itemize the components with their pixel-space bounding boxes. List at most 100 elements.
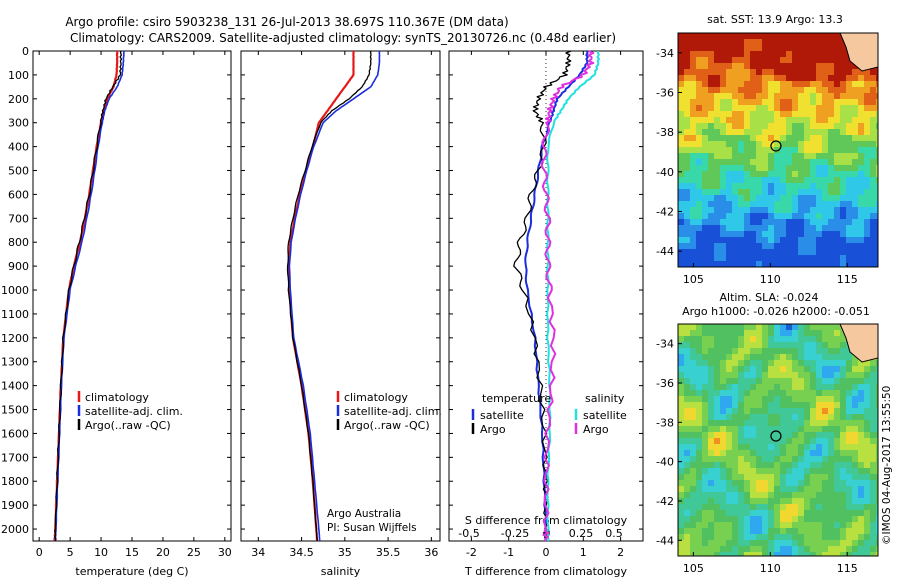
map-cell [774, 552, 780, 556]
map-cell [822, 480, 828, 486]
map-cell [864, 360, 870, 366]
map-cell [726, 129, 732, 135]
map-cell [870, 87, 876, 93]
map-cell [702, 45, 708, 51]
map-cell [702, 261, 708, 267]
map-cell [876, 87, 878, 93]
map-cell [738, 33, 744, 39]
map-cell [852, 87, 858, 93]
map-cell [822, 390, 828, 396]
map-cell [726, 225, 732, 231]
map-cell [756, 366, 762, 372]
map-cell [780, 111, 786, 117]
map-cell [690, 456, 696, 462]
map-cell [846, 123, 852, 129]
map-cell [726, 111, 732, 117]
map-cell [828, 111, 834, 117]
map-cell [780, 426, 786, 432]
map-cell [870, 480, 876, 486]
map-cell [864, 372, 870, 378]
map-cell [804, 474, 810, 480]
map-cell [714, 480, 720, 486]
map-cell [810, 540, 816, 546]
map-cell [738, 516, 744, 522]
map-cell [774, 504, 780, 510]
map-cell [690, 171, 696, 177]
map-cell [834, 528, 840, 534]
map-cell [828, 225, 834, 231]
map-cell [816, 255, 822, 261]
map-cell [762, 63, 768, 69]
map-cell [720, 438, 726, 444]
map-cell [762, 171, 768, 177]
map-cell [864, 420, 870, 426]
map-cell [720, 516, 726, 522]
map-cell [870, 378, 876, 384]
map-cell [834, 540, 840, 546]
map-cell [846, 105, 852, 111]
map-cell [714, 486, 720, 492]
map-cell [864, 159, 870, 165]
map-cell [750, 51, 756, 57]
map-cell [804, 201, 810, 207]
map-cell [840, 516, 846, 522]
map-cell [786, 69, 792, 75]
map-cell [810, 498, 816, 504]
map-cell [732, 432, 738, 438]
map-cell [738, 420, 744, 426]
map-cell [714, 189, 720, 195]
map-cell [822, 534, 828, 540]
map-cell [714, 141, 720, 147]
map-cell [828, 93, 834, 99]
map-cell [870, 372, 876, 378]
map-cell [774, 516, 780, 522]
map-cell [822, 93, 828, 99]
map-cell [810, 69, 816, 75]
map-cell [720, 69, 726, 75]
x-tick-label: 10 [94, 546, 108, 559]
map-cell [780, 189, 786, 195]
map-cell [798, 231, 804, 237]
map-cell [732, 462, 738, 468]
map-cell [858, 540, 864, 546]
map-cell [822, 438, 828, 444]
map-cell [708, 336, 714, 342]
map-cell [870, 171, 876, 177]
map-cell [744, 450, 750, 456]
map-cell [690, 330, 696, 336]
map-cell [696, 147, 702, 153]
map-cell [786, 159, 792, 165]
map-cell [876, 111, 878, 117]
map-cell [690, 504, 696, 510]
map-cell [840, 456, 846, 462]
map-cell [738, 255, 744, 261]
map-cell [804, 468, 810, 474]
map-cell [714, 408, 720, 414]
map-cell [870, 402, 876, 408]
map-cell [708, 225, 714, 231]
map-cell [720, 183, 726, 189]
figure-title-line2: Climatology: CARS2009. Satellite-adjuste… [70, 31, 616, 45]
map-cell [870, 189, 876, 195]
map-cell [726, 414, 732, 420]
map-cell [678, 492, 684, 498]
map-cell [834, 261, 840, 267]
map-cell [732, 408, 738, 414]
map-cell [720, 474, 726, 480]
map-cell [828, 342, 834, 348]
map-cell [846, 504, 852, 510]
map-cell [774, 63, 780, 69]
map-cell [684, 243, 690, 249]
map-cell [768, 342, 774, 348]
map-cell [804, 402, 810, 408]
map-cell [738, 396, 744, 402]
map-cell [714, 516, 720, 522]
map-cell [732, 402, 738, 408]
map-x-tick-label: 115 [837, 273, 858, 286]
map-cell [876, 522, 878, 528]
map-cell [876, 474, 878, 480]
series-line [288, 50, 381, 542]
map-cell [750, 87, 756, 93]
map-cell [840, 87, 846, 93]
map-cell [846, 159, 852, 165]
